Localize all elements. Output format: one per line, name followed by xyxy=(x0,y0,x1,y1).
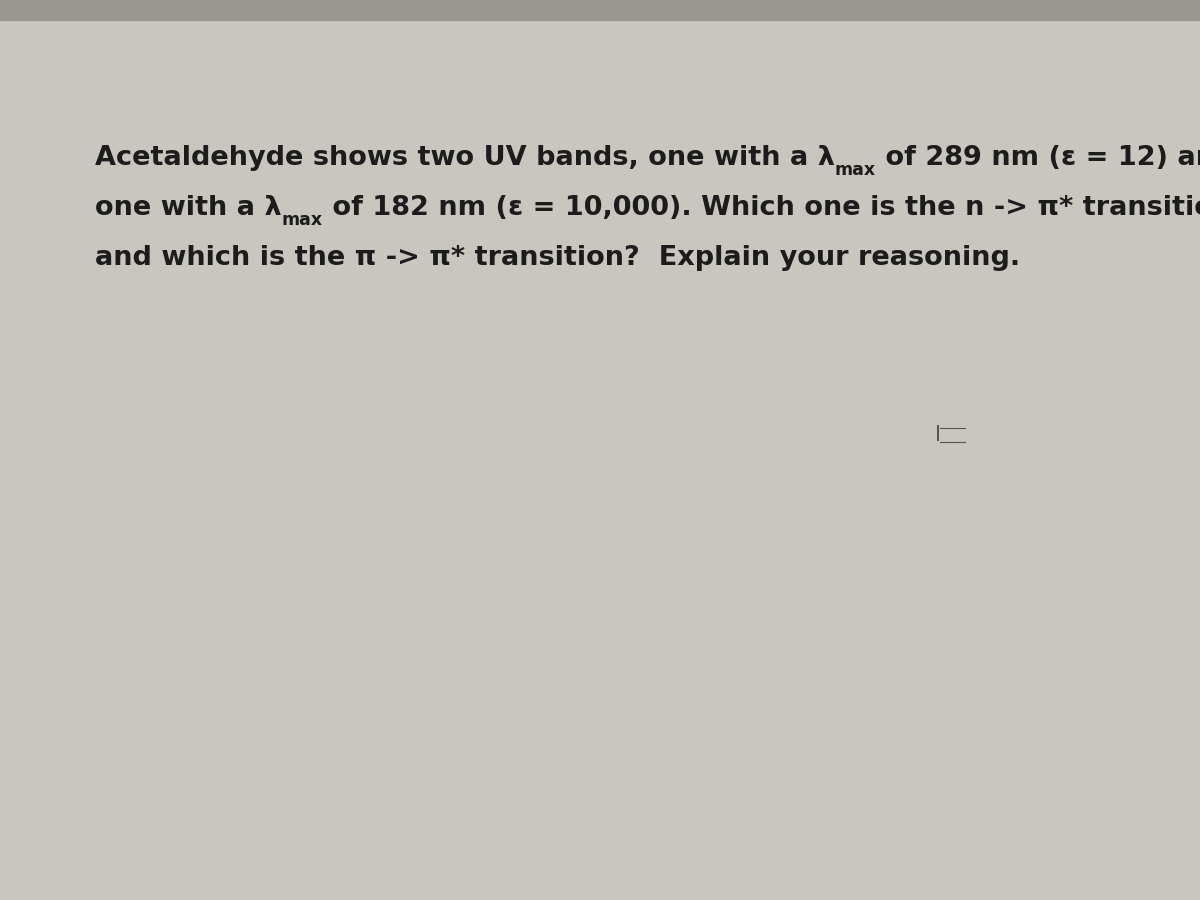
Text: of 182 nm (ε = 10,000). Which one is the n -> π* transition: of 182 nm (ε = 10,000). Which one is the… xyxy=(323,195,1200,221)
Text: max: max xyxy=(282,211,323,229)
Text: of 289 nm (ε = 12) and: of 289 nm (ε = 12) and xyxy=(876,145,1200,171)
Text: and which is the π -> π* transition?  Explain your reasoning.: and which is the π -> π* transition? Exp… xyxy=(95,245,1020,271)
Text: I: I xyxy=(935,425,941,445)
Text: Acetaldehyde shows two UV bands, one with a λ: Acetaldehyde shows two UV bands, one wit… xyxy=(95,145,835,171)
Text: one with a λ: one with a λ xyxy=(95,195,282,221)
Text: max: max xyxy=(835,161,876,179)
